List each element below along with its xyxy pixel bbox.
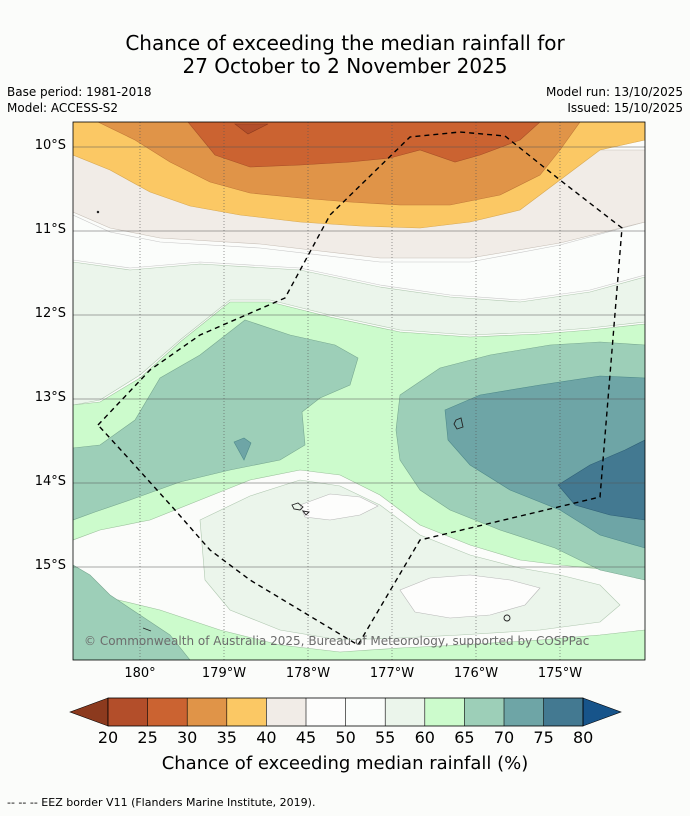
islands	[96, 210, 511, 632]
eez-border	[97, 131, 623, 646]
contour-70-75-spot	[233, 437, 252, 461]
colorbar-tick-65: 65	[454, 728, 475, 747]
lat-label-13S: 13°S	[34, 390, 66, 405]
island-2	[301, 510, 310, 516]
copyright-notice: © Commonwealth of Australia 2025, Bureau…	[84, 634, 590, 648]
colorbar-tick-70: 70	[493, 728, 515, 747]
colorbar-extend-low	[69, 697, 109, 727]
colorbar-label: Chance of exceeding median rainfall (%)	[161, 753, 529, 774]
lat-label-10S: 10°S	[34, 138, 66, 153]
title-line-2: 27 October to 2 November 2025	[182, 54, 508, 78]
lon-label-175W: 175°W	[537, 666, 583, 681]
lat-label-12S: 12°S	[34, 306, 66, 321]
contour-75-80-east	[557, 439, 645, 521]
contour-60-65-lower	[73, 597, 645, 660]
colorbar-tick-75: 75	[533, 728, 554, 747]
issued-date: Issued: 15/10/2025	[567, 101, 683, 115]
colorbar-tick-40: 40	[256, 728, 277, 747]
meta-right: Model run: 13/10/2025 Issued: 15/10/2025	[546, 84, 683, 116]
colorbar-swatch-60-65	[424, 698, 465, 726]
colorbar-swatch-30-35	[187, 698, 227, 726]
colorbar-swatch-75-80	[543, 698, 584, 726]
colorbar-swatch-20-25	[108, 698, 148, 726]
colorbar-tick-20: 20	[97, 728, 119, 747]
title-line-1: Chance of exceeding the median rainfall …	[125, 31, 565, 55]
colorbar-tick-80: 80	[573, 728, 594, 747]
contour-50-55-lower	[299, 493, 379, 521]
colorbar-tick-55: 55	[375, 728, 396, 747]
lon-label-178W: 178°W	[285, 666, 331, 681]
island-6	[96, 210, 100, 214]
lat-label-11S: 11°S	[34, 222, 66, 237]
colorbar-extend-high	[582, 697, 622, 727]
lat-label-14S: 14°S	[34, 474, 66, 489]
lon-label-179W: 179°W	[201, 666, 247, 681]
colorbar-frame	[107, 697, 584, 727]
colorbar-swatch-25-30	[147, 698, 188, 726]
colorbar-swatch-50-55	[345, 698, 386, 726]
lon-label-180: 180°	[124, 666, 156, 681]
island-1	[291, 502, 304, 511]
colorbar	[69, 697, 622, 727]
colorbar-tick-50: 50	[335, 728, 356, 747]
model-name: Model: ACCESS-S2	[7, 101, 119, 115]
colorbar-swatch-35-40	[226, 698, 267, 726]
map-area	[73, 122, 645, 660]
contour-25-30	[234, 123, 269, 135]
island-4	[503, 614, 511, 622]
lat-label-15S: 15°S	[34, 558, 66, 573]
colorbar-tick-25: 25	[137, 728, 158, 747]
colorbar-swatch-70-75	[504, 698, 544, 726]
eez-legend: -- -- -- EEZ border V11 (Flanders Marine…	[7, 796, 316, 809]
model-run: Model run: 13/10/2025	[545, 85, 683, 99]
colorbar-swatch-55-60	[385, 698, 425, 726]
meta-left: Base period: 1981-2018 Model: ACCESS-S2	[7, 84, 152, 116]
contour-50-55-south	[399, 574, 541, 619]
contour-65-70-southwest	[73, 564, 191, 660]
lon-label-177W: 177°W	[369, 666, 415, 681]
map-frame	[72, 121, 646, 661]
colorbar-swatch-40-45	[266, 698, 306, 726]
island-5	[142, 627, 152, 632]
colorbar-tick-60: 60	[414, 728, 435, 747]
colorbar-swatch-45-50	[306, 698, 346, 726]
colorbar-swatch-65-70	[464, 698, 504, 726]
graticule	[73, 122, 645, 660]
contour-55-60	[73, 261, 645, 406]
island-3	[453, 417, 464, 430]
colorbar-tick-45: 45	[295, 728, 317, 747]
chart-title: Chance of exceeding the median rainfall …	[0, 32, 690, 78]
colorbar-tick-35: 35	[216, 728, 237, 747]
lon-label-176W: 176°W	[453, 666, 499, 681]
contour-50-55	[73, 214, 645, 301]
colorbar-tick-30: 30	[177, 728, 198, 747]
contour-65-70-west	[73, 319, 359, 521]
base-period: Base period: 1981-2018	[7, 85, 152, 99]
